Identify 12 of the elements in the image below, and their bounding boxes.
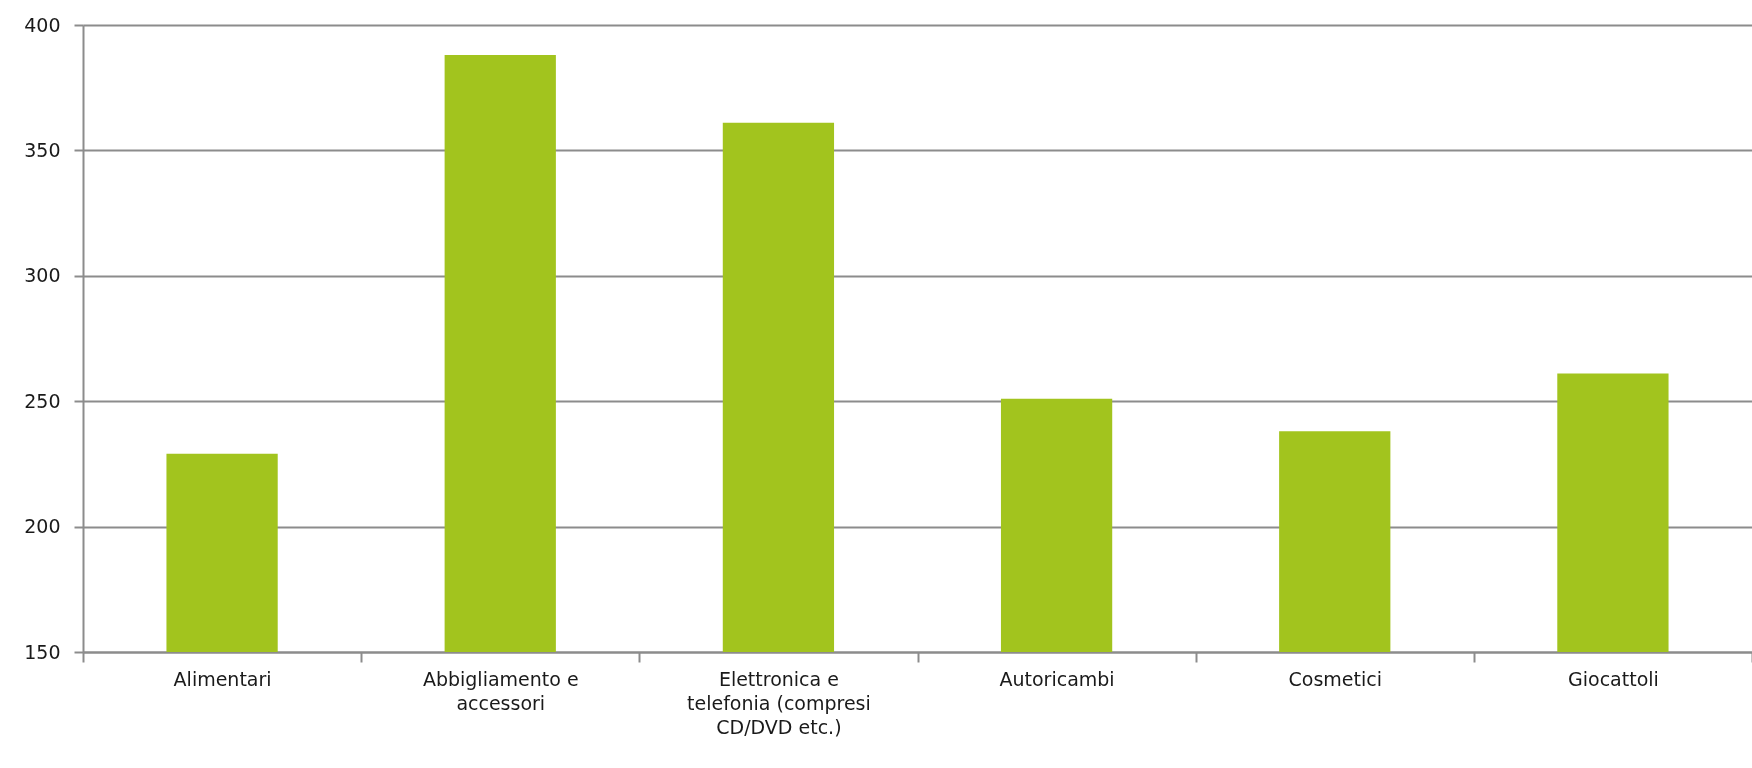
x-tick-label: Abbigliamento e accessori bbox=[422, 667, 579, 714]
x-tick-label: Alimentari bbox=[173, 667, 272, 690]
y-tick-label: 250 bbox=[24, 389, 61, 412]
y-tick-label: 300 bbox=[24, 264, 61, 287]
x-tick-label: Elettronica e telefonia (compresi CD/DVD etc.) bbox=[687, 667, 871, 738]
x-tick-label: Giocattoli bbox=[1568, 667, 1659, 690]
y-tick-label: 200 bbox=[24, 515, 61, 538]
x-tick-label: Autoricambi bbox=[999, 667, 1115, 690]
y-tick-label: 150 bbox=[24, 640, 61, 663]
y-tick-label: 350 bbox=[24, 138, 61, 161]
y-tick-label: 400 bbox=[24, 13, 61, 36]
x-tick-label: Cosmetici bbox=[1288, 667, 1382, 690]
